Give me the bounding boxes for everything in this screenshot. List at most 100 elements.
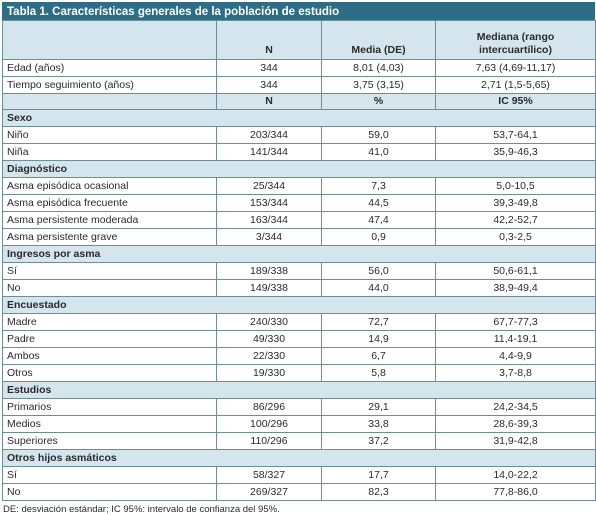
row-ci: 11,4-19,1 <box>435 330 596 348</box>
row-label: No <box>2 483 217 501</box>
header-cell-label <box>2 20 217 60</box>
table-row: No 149/338 44,0 38,9-49,4 <box>2 279 596 297</box>
section-title: Diagnóstico <box>2 160 596 178</box>
row-ci: 28,6-39,3 <box>435 415 596 433</box>
row-label: Otros <box>2 364 217 382</box>
row-n: 100/296 <box>216 415 322 433</box>
row-ci: 39,3-49,8 <box>435 194 596 212</box>
row-ci: 5,0-10,5 <box>435 177 596 195</box>
row-n: 49/330 <box>216 330 322 348</box>
row-n: 110/296 <box>216 432 322 450</box>
row-label: Superiores <box>2 432 217 450</box>
row-median: 2,71 (1,5-5,65) <box>435 76 596 94</box>
row-label: Asma persistente grave <box>2 228 217 246</box>
row-label: Primarios <box>2 398 217 416</box>
row-n: 189/338 <box>216 262 322 280</box>
table-row: Otros 19/330 5,8 3,7-8,8 <box>2 364 596 382</box>
row-label: Sí <box>2 262 217 280</box>
row-ci: 0,3-2,5 <box>435 228 596 246</box>
row-label: Asma episódica ocasional <box>2 177 217 195</box>
table-row: Niña 141/344 41,0 35,9-46,3 <box>2 143 596 161</box>
subheader-cell-label <box>2 93 217 110</box>
table-row: Tiempo seguimiento (años) 344 3,75 (3,15… <box>2 76 596 94</box>
section-header-row: Diagnóstico <box>2 160 596 178</box>
section-title: Encuestado <box>2 296 596 314</box>
row-pct: 82,3 <box>321 483 436 501</box>
row-pct: 72,7 <box>321 313 436 331</box>
table-row: No 269/327 82,3 77,8-86,0 <box>2 483 596 501</box>
row-label: Medios <box>2 415 217 433</box>
row-pct: 29,1 <box>321 398 436 416</box>
row-n: 240/330 <box>216 313 322 331</box>
table-row: Asma persistente grave 3/344 0,9 0,3-2,5 <box>2 228 596 246</box>
row-n: 269/327 <box>216 483 322 501</box>
row-pct: 47,4 <box>321 211 436 229</box>
row-median: 7,63 (4,69-11,17) <box>435 59 596 77</box>
header-row: N Media (DE) Mediana (rango intercuartíl… <box>2 20 596 60</box>
section-title: Estudios <box>2 381 596 399</box>
row-ci: 42,2-52,7 <box>435 211 596 229</box>
table-row: Ambos 22/330 6,7 4,4-9,9 <box>2 347 596 365</box>
row-pct: 7,3 <box>321 177 436 195</box>
subheader-row: N % IC 95% <box>2 93 596 110</box>
section-header-row: Encuestado <box>2 296 596 314</box>
row-pct: 17,7 <box>321 466 436 484</box>
row-ci: 4,4-9,9 <box>435 347 596 365</box>
row-n: 344 <box>216 59 322 77</box>
row-n: 86/296 <box>216 398 322 416</box>
row-label: Madre <box>2 313 217 331</box>
table-row: Sí 58/327 17,7 14,0-22,2 <box>2 466 596 484</box>
table-footnote: DE: desviación estándar; IC 95%: interva… <box>3 504 280 515</box>
row-pct: 37,2 <box>321 432 436 450</box>
row-label: Asma episódica frecuente <box>2 194 217 212</box>
row-n: 22/330 <box>216 347 322 365</box>
table-row: Asma episódica ocasional 25/344 7,3 5,0-10,… <box>2 177 596 195</box>
header-cell-mean: Media (DE) <box>321 20 436 60</box>
section-header-row: Otros hijos asmáticos <box>2 449 596 467</box>
row-ci: 77,8-86,0 <box>435 483 596 501</box>
row-n: 149/338 <box>216 279 322 297</box>
table-title: Tabla 1. Características generales de la… <box>2 2 595 20</box>
row-pct: 14,9 <box>321 330 436 348</box>
row-pct: 41,0 <box>321 143 436 161</box>
section-header-row: Estudios <box>2 381 596 399</box>
row-ci: 50,6-61,1 <box>435 262 596 280</box>
row-ci: 31,9-42,8 <box>435 432 596 450</box>
row-label: Niño <box>2 126 217 144</box>
row-ci: 24,2-34,5 <box>435 398 596 416</box>
table-row: Edad (años) 344 8,01 (4,03) 7,63 (4,69-1… <box>2 59 596 77</box>
row-label: Asma persistente moderada <box>2 211 217 229</box>
row-pct: 44,5 <box>321 194 436 212</box>
row-ci: 14,0-22,2 <box>435 466 596 484</box>
row-n: 25/344 <box>216 177 322 195</box>
table-row: Sí 189/338 56,0 50,6-61,1 <box>2 262 596 280</box>
row-n: 153/344 <box>216 194 322 212</box>
row-ci: 53,7-64,1 <box>435 126 596 144</box>
section-title: Otros hijos asmáticos <box>2 449 596 467</box>
row-n: 163/344 <box>216 211 322 229</box>
row-label: Padre <box>2 330 217 348</box>
header-cell-n: N <box>216 20 322 60</box>
subheader-cell-n: N <box>216 93 322 110</box>
section-header-row: Sexo <box>2 109 596 127</box>
row-pct: 5,8 <box>321 364 436 382</box>
subheader-cell-pct: % <box>321 93 436 110</box>
table-row: Primarios 86/296 29,1 24,2-34,5 <box>2 398 596 416</box>
row-ci: 3,7-8,8 <box>435 364 596 382</box>
row-label: Sí <box>2 466 217 484</box>
row-pct: 56,0 <box>321 262 436 280</box>
table-row: Medios 100/296 33,8 28,6-39,3 <box>2 415 596 433</box>
table-row: Niño 203/344 59,0 53,7-64,1 <box>2 126 596 144</box>
row-ci: 67,7-77,3 <box>435 313 596 331</box>
row-ci: 38,9-49,4 <box>435 279 596 297</box>
row-label: Niña <box>2 143 217 161</box>
row-pct: 0,9 <box>321 228 436 246</box>
row-mean: 3,75 (3,15) <box>321 76 436 94</box>
row-label: Ambos <box>2 347 217 365</box>
section-title: Sexo <box>2 109 596 127</box>
row-label: Tiempo seguimiento (años) <box>2 76 217 94</box>
row-pct: 44,0 <box>321 279 436 297</box>
row-label: Edad (años) <box>2 59 217 77</box>
row-mean: 8,01 (4,03) <box>321 59 436 77</box>
